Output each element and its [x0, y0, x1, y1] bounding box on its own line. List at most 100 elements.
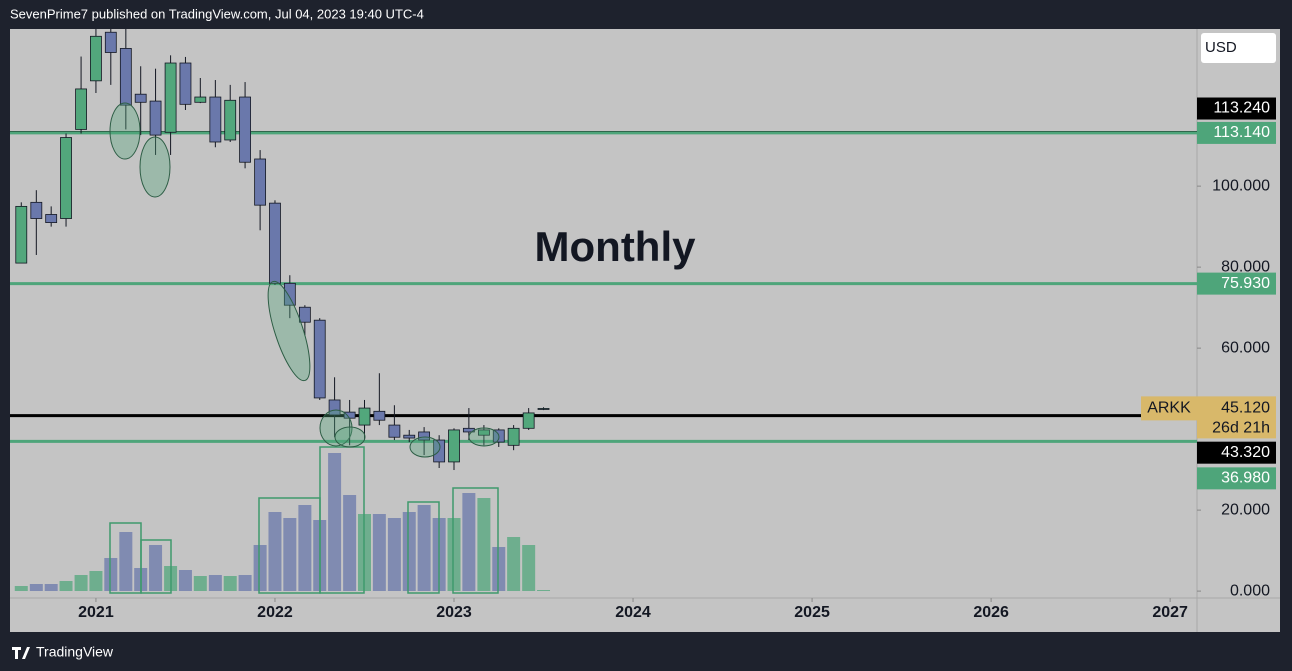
candle-body — [254, 158, 267, 206]
level-label: 36.980 — [1221, 470, 1270, 487]
x-tick-label: 2022 — [257, 604, 293, 621]
volume-bar — [44, 584, 58, 591]
volume-bar — [238, 575, 252, 591]
volume-bar — [402, 512, 416, 591]
level-label-box — [1197, 441, 1276, 464]
volume-bar — [59, 581, 73, 591]
volume-bar — [104, 558, 118, 591]
ellipses — [109, 102, 500, 458]
candle-body — [418, 431, 431, 441]
volume-bar — [178, 570, 192, 591]
x-tick-label: 2023 — [436, 604, 472, 621]
volume-bar — [268, 512, 282, 591]
candle-body — [45, 214, 58, 223]
candle-body — [373, 410, 386, 421]
volume-bar — [29, 584, 43, 591]
x-tick-label: 2027 — [1152, 604, 1188, 621]
x-tick-label: 2021 — [78, 604, 114, 621]
volume-bar — [447, 518, 461, 591]
candle-body — [60, 137, 72, 219]
candle-body — [149, 100, 162, 136]
ellipse — [319, 409, 353, 447]
volume-bar — [14, 586, 28, 591]
symbol: ARKK — [1147, 400, 1191, 417]
candle-body — [537, 408, 550, 410]
x-tick-label: 2026 — [973, 604, 1009, 621]
ellipse — [468, 427, 500, 447]
volume-highlight — [140, 539, 172, 594]
footer-logo — [12, 647, 30, 659]
volume-bar — [193, 576, 207, 591]
candle-body — [298, 306, 311, 323]
highlights — [109, 446, 499, 594]
candle-body — [283, 282, 296, 306]
volume-highlight — [452, 487, 499, 594]
volume-bar — [387, 518, 401, 591]
x-tick-label: 2024 — [615, 604, 651, 621]
x-tick-label: 2025 — [794, 604, 830, 621]
candle-body — [164, 62, 177, 133]
volume-bar — [492, 547, 506, 591]
level-label: 113.240 — [1213, 100, 1270, 117]
candle-body — [15, 205, 28, 264]
candle-body — [179, 62, 192, 105]
candle-body — [119, 48, 132, 106]
volume-bar — [477, 498, 491, 591]
ellipse — [109, 102, 141, 160]
volume-bar — [119, 532, 133, 591]
volume-bar — [343, 495, 357, 591]
last-price-box — [1197, 396, 1276, 439]
candle-body — [75, 88, 87, 130]
currency-box — [1201, 33, 1276, 63]
y-tick-label: 100.000 — [1212, 177, 1270, 194]
volume-bar — [253, 545, 267, 591]
volume-highlight — [319, 446, 365, 594]
level-label-box — [1197, 121, 1276, 144]
level-label: 43.320 — [1221, 444, 1270, 461]
candle-body — [104, 31, 117, 53]
level-label-box — [1197, 467, 1276, 490]
y-tick-label: 80.000 — [1221, 258, 1270, 275]
candle-body — [134, 93, 147, 103]
level-label: 75.930 — [1221, 275, 1270, 292]
candle-body — [448, 429, 460, 463]
volume-bar — [522, 545, 536, 591]
candle-body — [507, 427, 520, 446]
ellipse — [334, 426, 366, 448]
candle-body — [224, 99, 237, 141]
candle-body — [269, 202, 281, 284]
ellipse — [409, 436, 441, 458]
y-tick-label: 0.000 — [1230, 582, 1270, 599]
plot — [10, 29, 1197, 591]
level-label: 113.140 — [1213, 124, 1270, 141]
candle-body — [478, 429, 490, 436]
volume-bar — [298, 505, 312, 591]
volume-bar — [149, 545, 163, 591]
candle-body — [328, 399, 341, 416]
volume-bar — [208, 575, 222, 591]
candle-body — [388, 424, 401, 438]
candle-body — [403, 434, 416, 439]
volume-bar — [89, 571, 103, 591]
volume-bar — [462, 493, 476, 591]
chart-background — [10, 29, 1280, 632]
candle-body — [313, 319, 326, 399]
annotation: Monthly — [535, 223, 697, 270]
volume-bar — [223, 576, 237, 591]
ellipse — [267, 280, 311, 382]
header: SevenPrime7 published on TradingView.com… — [10, 6, 424, 21]
candle-body — [358, 407, 371, 426]
level-label-box — [1197, 272, 1276, 295]
volume-bar — [74, 575, 88, 591]
y-tick-label: 20.000 — [1221, 501, 1270, 518]
candle-body — [90, 35, 102, 82]
ellipse — [139, 136, 171, 198]
volume-bar — [328, 453, 342, 591]
volume-bar — [507, 537, 521, 591]
level-label-box — [1197, 97, 1276, 120]
candle-body — [522, 412, 535, 429]
volume-highlight — [407, 501, 440, 594]
candle-body — [30, 201, 43, 219]
volume-bar — [283, 518, 297, 591]
